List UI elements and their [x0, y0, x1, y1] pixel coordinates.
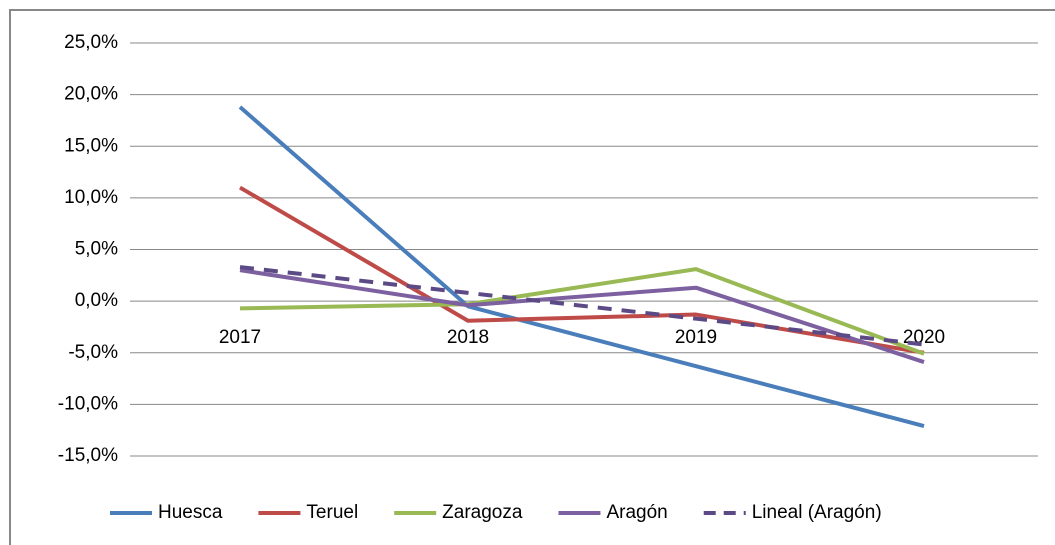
series-line [239, 267, 925, 356]
x-tick-label: 2020 [903, 327, 945, 348]
x-tick-label: 2019 [675, 327, 717, 348]
x-tick-label: 2018 [447, 327, 489, 348]
y-tick-label: 0,0% [75, 290, 118, 311]
y-tick-label: -15,0% [58, 445, 118, 466]
legend-label: Lineal (Aragón) [752, 502, 882, 523]
series-line [239, 268, 925, 364]
legend-label: Zaragoza [442, 502, 523, 523]
y-tick-label: 15,0% [64, 135, 118, 156]
y-tick-label: 5,0% [75, 239, 118, 260]
legend-label: Aragón [606, 502, 667, 523]
y-tick-label: 20,0% [64, 84, 118, 105]
series-line [238, 105, 925, 428]
series-line [239, 265, 925, 347]
y-tick-label: 10,0% [64, 187, 118, 208]
y-tick-label: -10,0% [58, 393, 118, 414]
y-tick-label: -5,0% [68, 342, 118, 363]
y-tick-label: 25,0% [64, 32, 118, 53]
legend-label: Teruel [306, 502, 358, 523]
series-line [238, 185, 925, 355]
chart-frame [9, 9, 1055, 545]
x-tick-label: 2017 [219, 327, 261, 348]
legend-label: Huesca [158, 502, 223, 523]
